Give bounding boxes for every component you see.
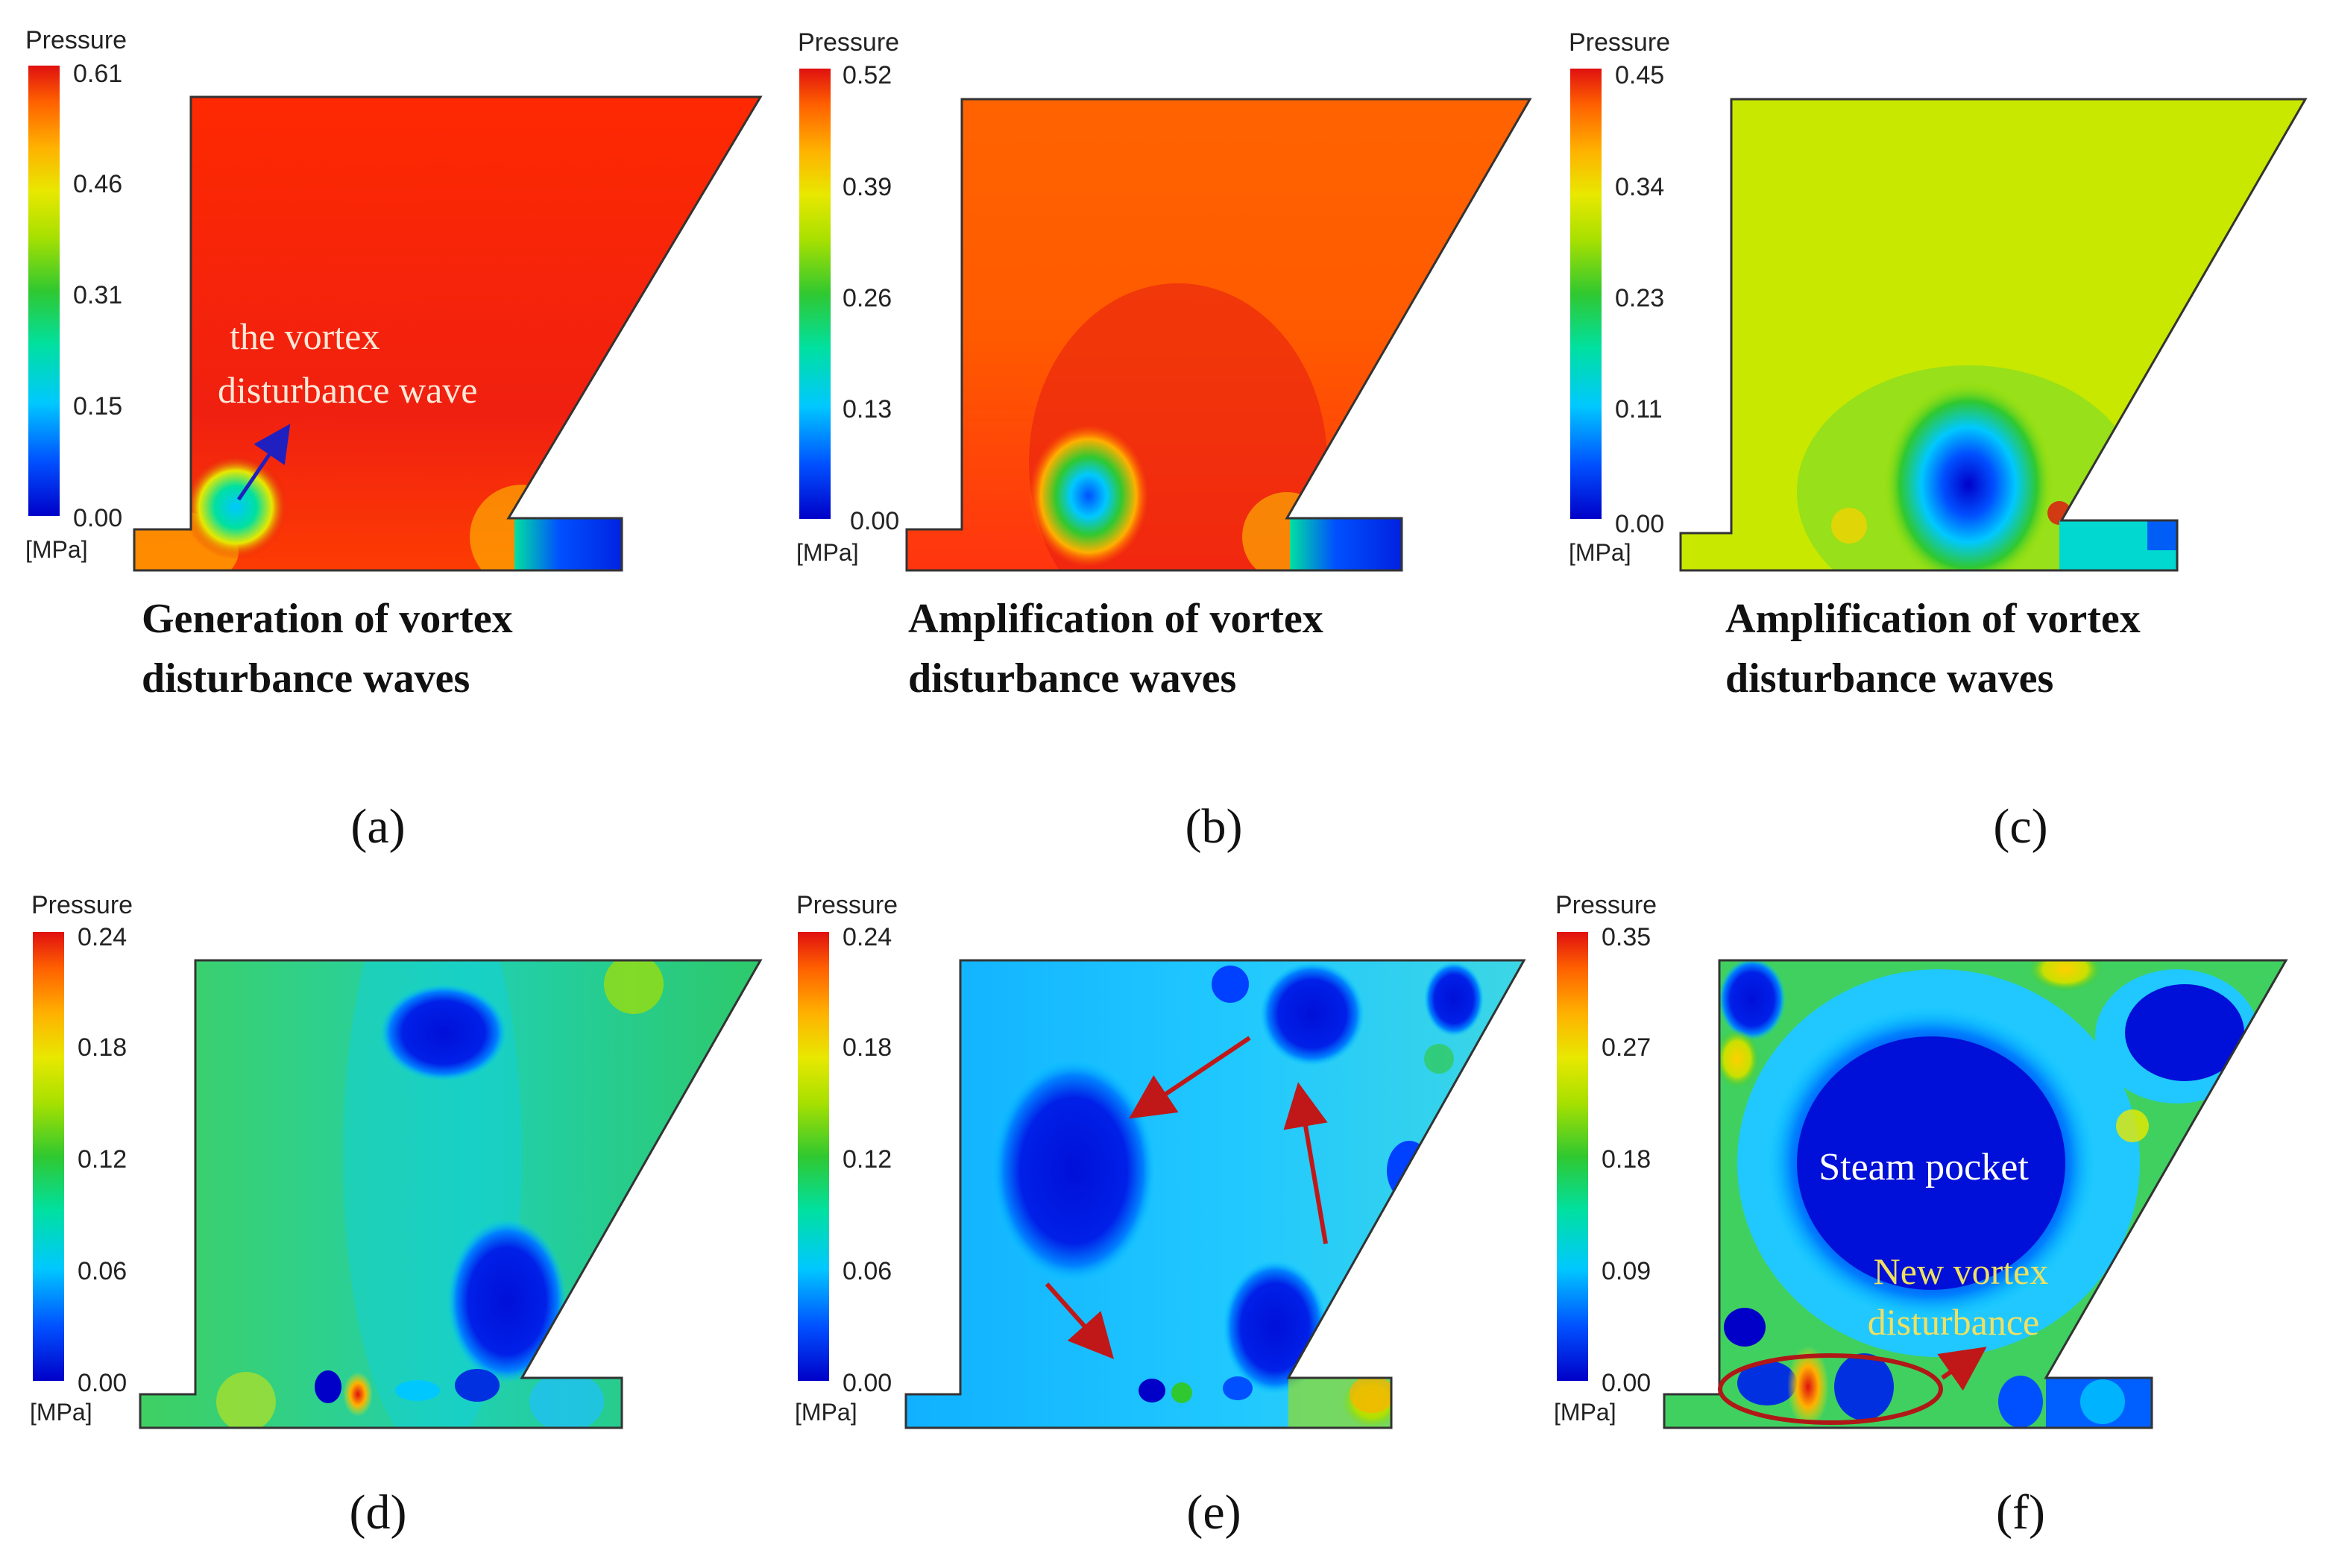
panel-letter: (b)	[1186, 799, 1243, 854]
scale-tick: 0.52	[843, 61, 892, 89]
scale-tick: 0.18	[843, 1033, 892, 1062]
unit-label: [MPa]	[1569, 539, 1631, 566]
colorbar-title: Pressure	[1555, 891, 1657, 919]
scale-tick: 0.06	[843, 1257, 892, 1285]
scale-tick: 0.27	[1602, 1033, 1651, 1062]
colorbar	[799, 69, 831, 519]
pressure-field	[134, 97, 761, 570]
colorbar-title: Pressure	[796, 891, 898, 919]
panel-a: Pressure 0.61 0.46 0.31 0.15 0.00 [MPa] …	[25, 26, 763, 854]
vortex-arrow	[236, 424, 291, 501]
unit-label: [MPa]	[30, 1399, 92, 1426]
panel-caption-line1: Generation of vortex	[142, 596, 513, 642]
scale-tick: 0.00	[78, 1369, 127, 1397]
scale-tick: 0.12	[843, 1145, 892, 1174]
panel-c: Pressure 0.45 0.34 0.23 0.11 0.00 [MPa] …	[1569, 28, 2308, 854]
pressure-field	[1681, 99, 2305, 570]
colorbar	[1557, 932, 1588, 1381]
scale-tick: 0.00	[850, 507, 899, 535]
scale-tick: 0.11	[1615, 395, 1663, 424]
scale-tick: 0.24	[843, 923, 892, 951]
flow-arrow	[1283, 1082, 1328, 1244]
domain-outline	[905, 98, 1532, 572]
new-vortex-label-line2: disturbance	[1868, 1301, 2039, 1343]
scale-tick: 0.09	[1602, 1257, 1651, 1285]
scale-tick: 0.00	[73, 504, 122, 532]
pressure-field	[1664, 960, 2286, 1428]
pressure-field	[907, 99, 1530, 570]
steam-pocket-label: Steam pocket	[1819, 1146, 2029, 1188]
colorbar-title: Pressure	[798, 28, 899, 57]
scale-tick: 0.00	[1615, 510, 1664, 538]
unit-label: [MPa]	[795, 1399, 857, 1426]
scale-tick: 0.45	[1615, 61, 1664, 89]
colorbar-title: Pressure	[25, 26, 127, 54]
scale-tick: 0.13	[843, 395, 892, 424]
panel-caption-line2: disturbance waves	[1725, 655, 2053, 702]
scale-tick: 0.24	[78, 923, 127, 951]
scale-tick: 0.39	[843, 173, 892, 201]
scale-tick: 0.18	[78, 1033, 127, 1062]
domain-outline	[904, 959, 1526, 1429]
scale-tick: 0.34	[1615, 173, 1664, 201]
vortex-annotation-line1: the vortex	[230, 315, 380, 357]
domain-outline	[139, 959, 763, 1429]
unit-label: [MPa]	[796, 539, 859, 566]
scale-tick: 0.15	[73, 392, 122, 421]
domain-outline	[1663, 959, 2288, 1429]
colorbar	[28, 66, 60, 516]
panel-b: Pressure 0.52 0.39 0.26 0.13 0.00 [MPa] …	[796, 28, 1532, 854]
scale-tick: 0.00	[843, 1369, 892, 1397]
new-vortex-label-line1: New vortex	[1874, 1250, 2049, 1292]
panel-d: Pressure 0.24 0.18 0.12 0.06 0.00 [MPa] …	[30, 891, 763, 1540]
domain-outline	[1679, 98, 2308, 572]
flow-arrow	[1045, 1282, 1114, 1359]
scale-tick: 0.00	[1602, 1369, 1651, 1397]
scale-tick: 0.61	[73, 60, 122, 88]
scale-tick: 0.31	[73, 281, 122, 309]
scale-tick: 0.18	[1602, 1145, 1651, 1174]
unit-label: [MPa]	[25, 536, 88, 563]
pressure-field	[140, 960, 761, 1428]
scale-tick: 0.23	[1615, 284, 1664, 312]
panel-e: Pressure 0.24 0.18 0.12 0.06 0.00 [MPa]	[795, 891, 1526, 1540]
panel-caption-line1: Amplification of vortex	[908, 596, 1323, 642]
panel-caption-line2: disturbance waves	[142, 655, 470, 702]
scale-tick: 0.12	[78, 1145, 127, 1174]
panel-letter: (e)	[1186, 1485, 1241, 1540]
flow-arrow	[1937, 1347, 1987, 1391]
flow-arrow	[1129, 1036, 1251, 1119]
colorbar-title: Pressure	[31, 891, 133, 919]
panel-f: Pressure 0.35 0.27 0.18 0.09 0.00 [MPa]	[1554, 891, 2288, 1540]
pressure-field	[906, 960, 1524, 1428]
scale-tick: 0.06	[78, 1257, 127, 1285]
panel-letter: (c)	[1993, 799, 2047, 854]
domain-outline	[133, 95, 763, 572]
vortex-annotation-line2: disturbance wave	[218, 369, 477, 411]
panel-letter: (a)	[350, 799, 405, 854]
unit-label: [MPa]	[1554, 1399, 1616, 1426]
panel-letter: (d)	[350, 1485, 407, 1540]
panel-letter: (f)	[1996, 1485, 2045, 1540]
panel-caption-line2: disturbance waves	[908, 655, 1236, 702]
panel-caption-line1: Amplification of vortex	[1725, 596, 2141, 642]
scale-tick: 0.26	[843, 284, 892, 312]
colorbar	[33, 932, 64, 1381]
colorbar	[798, 932, 829, 1381]
scale-tick: 0.35	[1602, 923, 1651, 951]
scale-tick: 0.46	[73, 170, 122, 198]
colorbar-title: Pressure	[1569, 28, 1670, 57]
colorbar	[1570, 69, 1602, 519]
